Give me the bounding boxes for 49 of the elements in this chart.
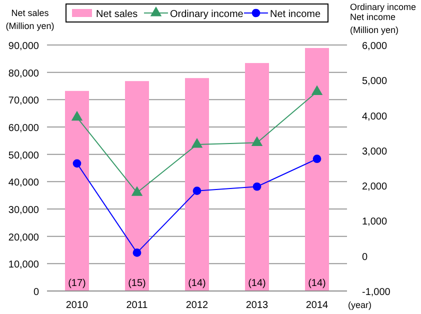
bar (65, 90, 89, 291)
y-tick-label: 0 (33, 287, 40, 298)
x-tick-label: 2011 (126, 300, 148, 311)
annotation: (15) (128, 278, 146, 289)
point (252, 182, 262, 191)
x-axis-title: (year) (348, 300, 372, 310)
point (191, 138, 203, 148)
legend-label: Net income (270, 9, 322, 20)
point (72, 159, 82, 168)
x-tick-label: 2010 (66, 300, 89, 311)
bar (245, 63, 269, 291)
y-tick-label: 40,000 (8, 178, 40, 189)
point (312, 154, 322, 164)
y2-tick-label: 2,000 (362, 182, 388, 193)
y2-tick-label: 3,000 (362, 146, 388, 158)
legend-label: Ordinary income (170, 9, 244, 20)
point (192, 186, 202, 196)
annotation: (14) (188, 278, 206, 289)
bar (305, 48, 329, 291)
y-tick-label: 20,000 (8, 232, 40, 244)
annotation: (14) (308, 278, 326, 289)
y2-tick-label: 6,000 (362, 41, 388, 52)
y-tick-label: 90,000 (8, 41, 40, 52)
bar (125, 81, 149, 291)
y-tick-label: 50,000 (8, 150, 40, 162)
annotation: (17) (68, 278, 86, 289)
point (71, 110, 83, 121)
y2-axis-title: Ordinary income Net income (Million yen) (350, 2, 416, 35)
y-tick-label: 70,000 (8, 96, 40, 107)
point (132, 248, 142, 257)
point (251, 136, 263, 146)
y-tick-label: 30,000 (8, 205, 40, 216)
y-tick-label: 80,000 (8, 68, 40, 80)
y2-tick-label: 1,000 (362, 216, 388, 228)
y-axis-title: Net sales (Million yen) (6, 8, 54, 31)
point (131, 186, 143, 196)
y-tick-label: 10,000 (8, 260, 40, 271)
y2-tick-label: -1,000 (362, 287, 391, 298)
annotation: (14) (248, 278, 266, 289)
y2-tick-label: 5,000 (362, 76, 388, 88)
x-tick-label: 2013 (246, 300, 269, 311)
y2-tick-label: 4,000 (362, 111, 388, 122)
y-tick-label: 60,000 (8, 123, 40, 134)
x-tick-label: 2012 (186, 300, 209, 311)
point (311, 85, 323, 95)
x-tick-label: 2014 (306, 300, 329, 311)
bar (185, 78, 209, 291)
legend-label: Net sales (96, 9, 138, 20)
y2-tick-label: 0 (362, 252, 368, 263)
